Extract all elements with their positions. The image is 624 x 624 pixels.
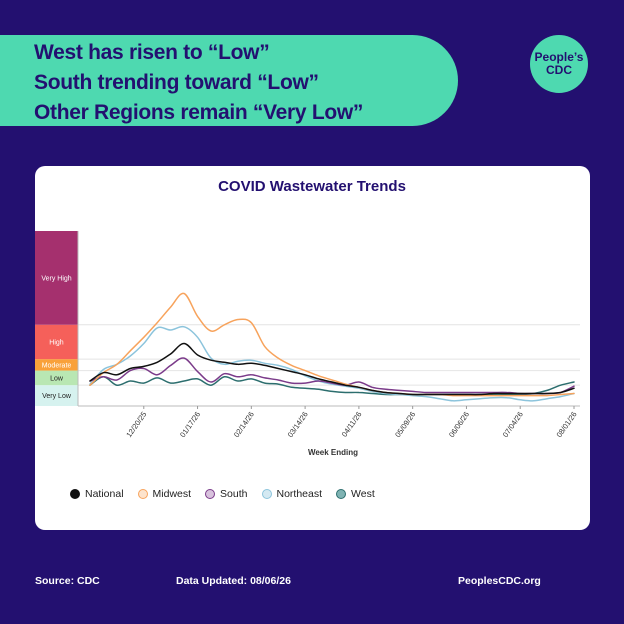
- series-line-midwest: [89, 292, 575, 397]
- legend-label: Midwest: [152, 488, 192, 500]
- level-label: High: [49, 339, 64, 346]
- legend-label: Northeast: [276, 488, 323, 500]
- level-band: [35, 359, 78, 371]
- level-band: [35, 324, 78, 360]
- x-tick-label: 06/06/26: [447, 410, 471, 439]
- level-label: Very Low: [42, 393, 72, 400]
- legend-swatch: [137, 489, 148, 499]
- level-label: Moderate: [42, 362, 72, 369]
- level-band: [35, 231, 78, 325]
- legend-swatch: [70, 489, 80, 499]
- level-band: [35, 370, 78, 386]
- legend-label: West: [351, 488, 375, 500]
- x-tick-label: 02/14/26: [232, 410, 256, 439]
- x-tick-label: 04/11/26: [340, 410, 364, 439]
- legend-swatch: [261, 489, 272, 499]
- peoples-cdc-logo: People’s CDC: [530, 35, 588, 93]
- chart-title: COVID Wastewater Trends: [218, 178, 406, 195]
- level-label: Very High: [41, 275, 71, 282]
- x-axis-title: Week Ending: [308, 448, 358, 457]
- headline-line-2: South trending toward “Low”: [34, 71, 319, 94]
- legend-item-national: National: [70, 488, 124, 500]
- x-tick-label: 01/17/26: [178, 410, 202, 439]
- legend-swatch: [205, 489, 216, 499]
- legend-item-west: West: [336, 488, 375, 500]
- headline: West has risen to “Low” South trending t…: [34, 38, 363, 128]
- logo-line-1: People’s: [534, 50, 584, 64]
- legend-item-south: South: [205, 488, 248, 500]
- footer-site: PeoplesCDC.org: [458, 575, 541, 587]
- legend-label: South: [220, 488, 248, 500]
- legend-label: National: [85, 488, 124, 500]
- x-tick-label: 03/14/26: [286, 410, 310, 439]
- x-tick-label: 05/09/26: [393, 410, 417, 439]
- x-tick-label: 07/04/26: [501, 410, 525, 439]
- x-tick-label: 08/01/26: [555, 410, 579, 439]
- series-line-south: [89, 357, 575, 395]
- legend-item-midwest: Midwest: [137, 488, 192, 500]
- series-line-northeast: [89, 325, 575, 402]
- legend-swatch: [336, 489, 347, 499]
- logo-line-2: CDC: [546, 63, 572, 77]
- footer-source: Source: CDC: [35, 575, 100, 587]
- series-line-west: [89, 376, 575, 396]
- x-tick-label: 12/20/25: [124, 410, 148, 439]
- level-band: [35, 385, 78, 406]
- chart-legend: National Midwest South Northeast West: [70, 488, 375, 500]
- series-line-national: [89, 342, 575, 396]
- level-label: Low: [50, 375, 64, 382]
- headline-line-1: West has risen to “Low”: [34, 41, 270, 64]
- headline-line-3: Other Regions remain “Very Low”: [34, 101, 364, 124]
- chart-card: [35, 166, 590, 530]
- legend-item-northeast: Northeast: [261, 488, 323, 500]
- headline-banner: [0, 35, 458, 126]
- footer-updated: Data Updated: 08/06/26: [176, 575, 291, 587]
